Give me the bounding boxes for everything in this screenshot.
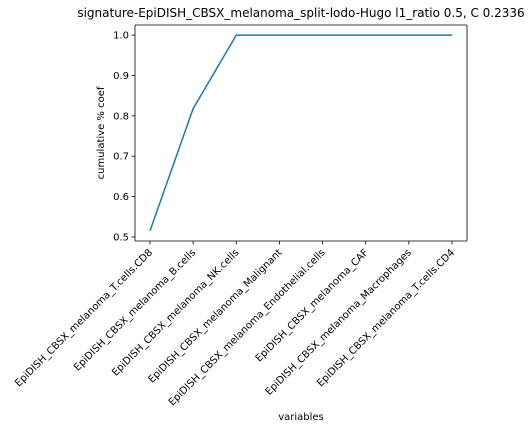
- x-axis-label: variables: [278, 412, 324, 423]
- y-tick-label: 1.0: [113, 31, 129, 42]
- series-line: [149, 34, 452, 232]
- y-axis-label: cumulative % coef: [96, 86, 107, 179]
- y-tick-label: 0.6: [113, 192, 129, 203]
- x-tick-label: EpiDISH_CBSX_melanoma_Macrophages: [264, 247, 414, 397]
- y-tick-label: 0.8: [113, 111, 129, 122]
- y-tick-label: 0.5: [113, 232, 129, 243]
- chart-title: signature-EpiDISH_CBSX_melanoma_split-lo…: [77, 6, 524, 20]
- x-tick-label: EpiDISH_CBSX_melanoma_Endothelial.cells: [167, 247, 328, 408]
- y-tick-label: 0.7: [113, 152, 129, 163]
- y-tick-label: 0.9: [113, 71, 129, 82]
